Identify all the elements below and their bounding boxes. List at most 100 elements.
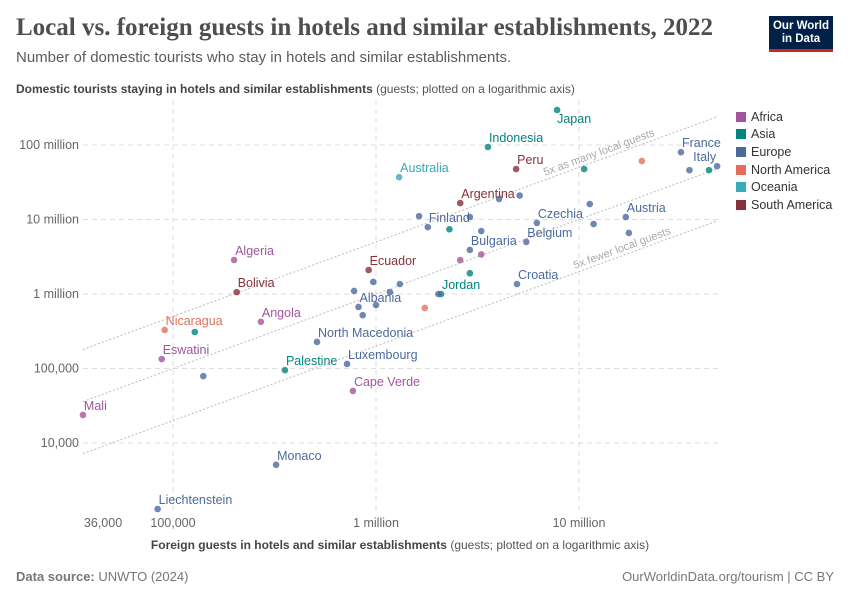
- data-point: [313, 338, 321, 346]
- data-point: [396, 280, 404, 288]
- point-label: Luxembourg: [348, 348, 418, 362]
- data-point: [435, 290, 442, 298]
- data-point: [281, 366, 289, 374]
- data-point: [477, 227, 485, 235]
- point-label: Algeria: [235, 244, 274, 258]
- point-label: Finland: [429, 211, 470, 225]
- data-point: [272, 461, 280, 469]
- data-point: [580, 165, 588, 173]
- data-point: [79, 411, 87, 419]
- legend-item-europe[interactable]: Europe: [736, 143, 832, 161]
- point-label: Albania: [360, 291, 402, 305]
- data-point: [370, 278, 377, 286]
- point-label: Palestine: [286, 354, 337, 368]
- data-point: [456, 199, 464, 207]
- legend-swatch: [736, 111, 746, 122]
- data-point: [495, 195, 503, 203]
- y-tick-label: 10,000: [41, 436, 79, 450]
- legend-label: Oceania: [751, 180, 798, 195]
- data-point: [477, 251, 485, 258]
- data-point: [350, 287, 358, 295]
- data-point: [349, 387, 357, 395]
- data-point: [230, 256, 238, 264]
- data-point: [705, 166, 713, 174]
- point-label: Mali: [84, 399, 107, 413]
- data-point: [638, 157, 646, 165]
- legend-label: Europe: [751, 144, 792, 159]
- legend-item-oceania[interactable]: Oceania: [736, 178, 832, 196]
- legend-item-south-america[interactable]: South America: [736, 196, 832, 214]
- legend-swatch: [736, 146, 746, 157]
- data-point: [466, 269, 474, 277]
- data-point: [512, 165, 520, 173]
- point-label: Croatia: [518, 268, 558, 282]
- point-label: Monaco: [277, 449, 322, 463]
- data-point: [161, 326, 168, 334]
- data-point: [421, 304, 429, 312]
- data-point: [586, 200, 594, 208]
- data-source-label: Data source:: [16, 569, 95, 584]
- y-tick-label: 100 million: [19, 138, 79, 152]
- y-tick-label: 1 million: [33, 287, 79, 301]
- legend-label: North America: [751, 162, 831, 177]
- data-point: [456, 256, 464, 264]
- data-point: [372, 301, 380, 309]
- legend-swatch: [736, 164, 746, 175]
- data-point: [415, 212, 423, 220]
- reference-line: [82, 116, 718, 350]
- credit-link[interactable]: OurWorldinData.org/tourism | CC BY: [622, 569, 834, 584]
- owid-logo[interactable]: Our World in Data: [769, 16, 833, 52]
- data-point: [466, 246, 474, 254]
- point-label: Czechia: [538, 207, 583, 221]
- data-point: [257, 318, 265, 326]
- point-label: Italy: [693, 150, 717, 164]
- data-point: [466, 213, 474, 221]
- y-axis-label: Domestic tourists staying in hotels and …: [16, 82, 575, 96]
- data-point: [386, 288, 394, 296]
- point-label: Bolivia: [238, 276, 275, 290]
- legend-label: South America: [751, 197, 833, 212]
- legend: Africa Asia Europe North America Oceania Sout…: [736, 108, 832, 214]
- data-point: [677, 148, 685, 156]
- point-label: Nicaragua: [166, 314, 223, 328]
- point-label: Eswatini: [163, 343, 210, 357]
- data-source: Data source: UNWTO (2024): [16, 569, 188, 584]
- x-axis-label: Foreign guests in hotels and similar est…: [0, 538, 800, 552]
- x-tick-label: 100,000: [150, 516, 195, 530]
- data-point: [158, 355, 166, 363]
- data-point: [686, 166, 693, 174]
- chart-title: Local vs. foreign guests in hotels and s…: [16, 14, 714, 41]
- logo-line-2: in Data: [781, 33, 821, 45]
- point-label: Indonesia: [489, 131, 543, 145]
- x-axis-label-main: Foreign guests in hotels and similar est…: [150, 538, 447, 552]
- x-tick-label: 10 million: [553, 516, 606, 530]
- data-point: [233, 288, 241, 296]
- point-label: North Macedonia: [318, 326, 413, 340]
- data-source-value[interactable]: UNWTO (2024): [98, 569, 189, 584]
- x-axis-label-note: (guests; plotted on a logarithmic axis): [450, 538, 650, 552]
- point-label: France: [682, 136, 721, 150]
- chart-subtitle: Number of domestic tourists who stay in …: [16, 49, 512, 66]
- data-point: [553, 106, 561, 114]
- logo-line-1: Our World: [772, 20, 829, 32]
- data-point: [513, 280, 521, 288]
- data-point: [516, 192, 523, 199]
- data-point: [365, 266, 372, 274]
- reference-line: [82, 220, 718, 455]
- point-label: Japan: [557, 112, 591, 126]
- legend-swatch: [736, 182, 746, 193]
- data-point: [533, 219, 541, 227]
- legend-item-africa[interactable]: Africa: [736, 108, 832, 126]
- legend-label: Asia: [751, 127, 776, 142]
- legend-item-north-america[interactable]: North America: [736, 161, 832, 179]
- point-label: Jordan: [442, 278, 480, 292]
- data-point: [522, 238, 530, 246]
- legend-label: Africa: [751, 109, 783, 124]
- point-label: Angola: [262, 306, 301, 320]
- data-point: [191, 328, 199, 336]
- legend-item-asia[interactable]: Asia: [736, 126, 832, 144]
- data-point: [484, 143, 492, 151]
- data-point: [359, 311, 367, 319]
- point-label: Belgium: [527, 226, 572, 240]
- point-label: Australia: [400, 161, 449, 175]
